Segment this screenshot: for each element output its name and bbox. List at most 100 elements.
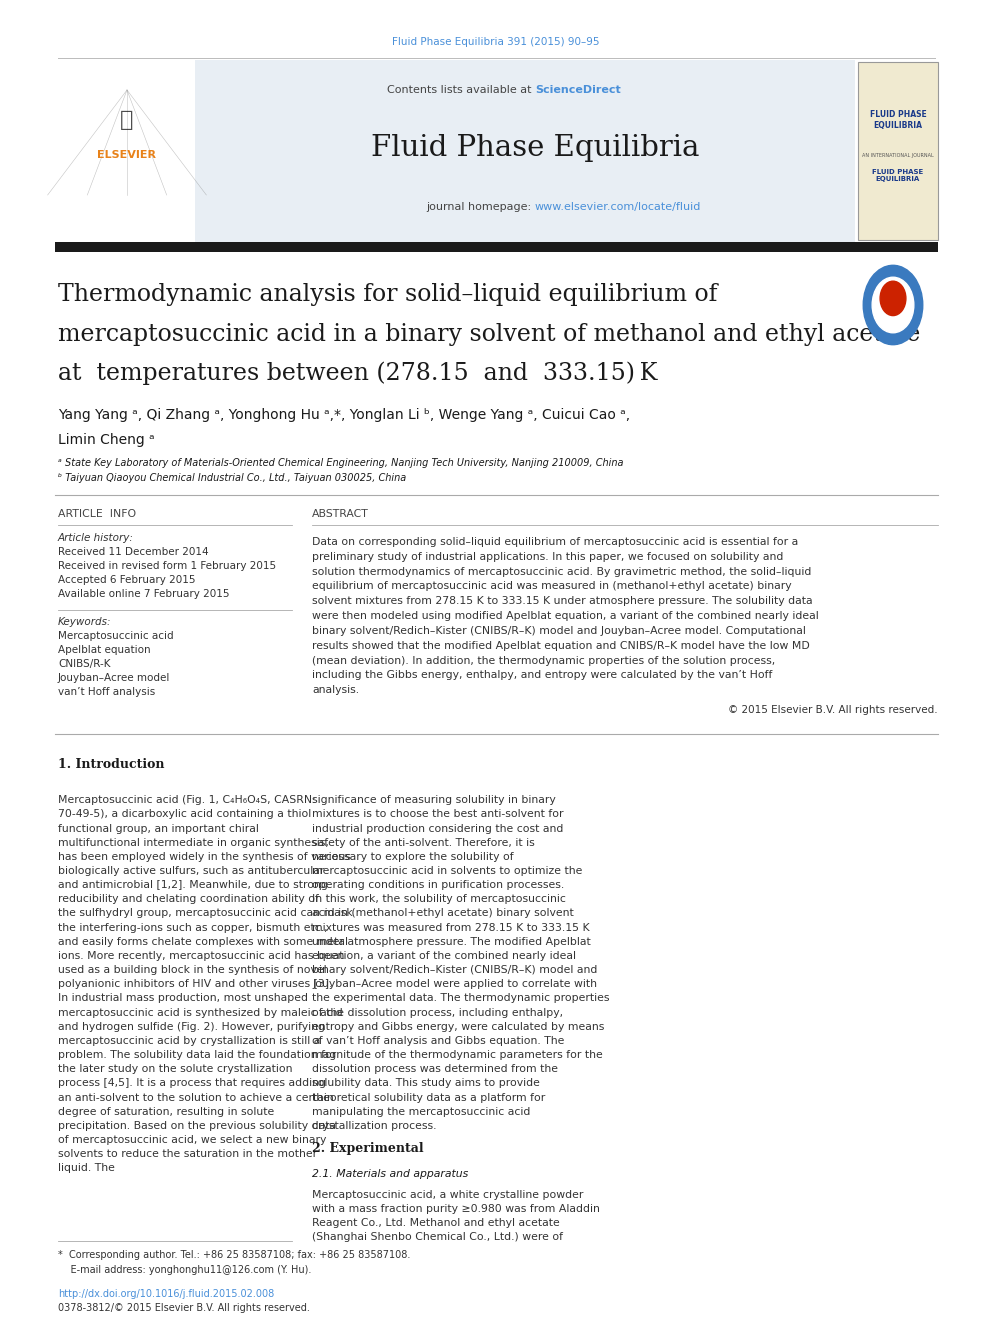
Text: of the dissolution process, including enthalpy,: of the dissolution process, including en… bbox=[312, 1008, 563, 1017]
Text: FLUID PHASE
EQUILIBRIA: FLUID PHASE EQUILIBRIA bbox=[870, 110, 927, 130]
Text: 2. Experimental: 2. Experimental bbox=[312, 1142, 424, 1155]
Text: Apelblat equation: Apelblat equation bbox=[58, 646, 151, 655]
Text: mercaptosuccinic acid is synthesized by maleic acid: mercaptosuccinic acid is synthesized by … bbox=[58, 1008, 343, 1017]
Text: journal homepage:: journal homepage: bbox=[427, 202, 535, 212]
Text: and antimicrobial [1,2]. Meanwhile, due to strong: and antimicrobial [1,2]. Meanwhile, due … bbox=[58, 880, 328, 890]
Text: ABSTRACT: ABSTRACT bbox=[312, 509, 369, 519]
Text: reducibility and chelating coordination ability of: reducibility and chelating coordination … bbox=[58, 894, 318, 905]
Text: of mercaptosuccinic acid, we select a new binary: of mercaptosuccinic acid, we select a ne… bbox=[58, 1135, 326, 1144]
Text: mixtures was measured from 278.15 K to 333.15 K: mixtures was measured from 278.15 K to 3… bbox=[312, 922, 589, 933]
Text: of van’t Hoff analysis and Gibbs equation. The: of van’t Hoff analysis and Gibbs equatio… bbox=[312, 1036, 564, 1046]
Text: ᵃ State Key Laboratory of Materials-Oriented Chemical Engineering, Nanjing Tech : ᵃ State Key Laboratory of Materials-Orie… bbox=[58, 458, 624, 468]
Text: Fluid Phase Equilibria 391 (2015) 90–95: Fluid Phase Equilibria 391 (2015) 90–95 bbox=[392, 37, 600, 48]
Text: 0378-3812/© 2015 Elsevier B.V. All rights reserved.: 0378-3812/© 2015 Elsevier B.V. All right… bbox=[58, 1303, 310, 1314]
Text: the experimental data. The thermodynamic properties: the experimental data. The thermodynamic… bbox=[312, 994, 609, 1003]
Text: at  temperatures between (278.15  and  333.15) K: at temperatures between (278.15 and 333.… bbox=[58, 361, 658, 385]
Text: industrial production considering the cost and: industrial production considering the co… bbox=[312, 823, 563, 833]
Text: mercaptosuccinic acid in solvents to optimize the: mercaptosuccinic acid in solvents to opt… bbox=[312, 867, 582, 876]
FancyBboxPatch shape bbox=[858, 62, 938, 239]
FancyBboxPatch shape bbox=[58, 60, 855, 242]
Text: Received in revised form 1 February 2015: Received in revised form 1 February 2015 bbox=[58, 561, 276, 572]
Text: used as a building block in the synthesis of novel: used as a building block in the synthesi… bbox=[58, 964, 326, 975]
Text: Contents lists available at: Contents lists available at bbox=[387, 85, 535, 95]
Text: In industrial mass production, most unshaped: In industrial mass production, most unsh… bbox=[58, 994, 308, 1003]
Text: Article history:: Article history: bbox=[58, 533, 134, 542]
Text: acid in (methanol+ethyl acetate) binary solvent: acid in (methanol+ethyl acetate) binary … bbox=[312, 909, 573, 918]
Text: degree of saturation, resulting in solute: degree of saturation, resulting in solut… bbox=[58, 1106, 274, 1117]
Text: *  Corresponding author. Tel.: +86 25 83587108; fax: +86 25 83587108.: * Corresponding author. Tel.: +86 25 835… bbox=[58, 1250, 411, 1261]
Text: Mercaptosuccinic acid: Mercaptosuccinic acid bbox=[58, 631, 174, 642]
Text: functional group, an important chiral: functional group, an important chiral bbox=[58, 823, 259, 833]
FancyBboxPatch shape bbox=[58, 60, 195, 242]
Text: CrossMark: CrossMark bbox=[873, 325, 913, 335]
Text: ARTICLE  INFO: ARTICLE INFO bbox=[58, 509, 136, 519]
Text: Jouyban–Acree model: Jouyban–Acree model bbox=[58, 673, 171, 683]
Text: theoretical solubility data as a platform for: theoretical solubility data as a platfor… bbox=[312, 1093, 546, 1102]
Text: ScienceDirect: ScienceDirect bbox=[535, 85, 621, 95]
Text: www.elsevier.com/locate/fluid: www.elsevier.com/locate/fluid bbox=[535, 202, 701, 212]
Text: the sulfhydryl group, mercaptosuccinic acid can mask: the sulfhydryl group, mercaptosuccinic a… bbox=[58, 909, 353, 918]
Text: In this work, the solubility of mercaptosuccinic: In this work, the solubility of mercapto… bbox=[312, 894, 565, 905]
Text: solution thermodynamics of mercaptosuccinic acid. By gravimetric method, the sol: solution thermodynamics of mercaptosucci… bbox=[312, 566, 811, 577]
Text: precipitation. Based on the previous solubility data: precipitation. Based on the previous sol… bbox=[58, 1121, 336, 1131]
Text: problem. The solubility data laid the foundation for: problem. The solubility data laid the fo… bbox=[58, 1050, 336, 1060]
Text: the interfering-ions such as copper, bismuth etc.,: the interfering-ions such as copper, bis… bbox=[58, 922, 327, 933]
Text: AN INTERNATIONAL JOURNAL: AN INTERNATIONAL JOURNAL bbox=[862, 152, 933, 157]
Text: under atmosphere pressure. The modified Apelblat: under atmosphere pressure. The modified … bbox=[312, 937, 591, 947]
Text: solubility data. This study aims to provide: solubility data. This study aims to prov… bbox=[312, 1078, 540, 1089]
Text: crystallization process.: crystallization process. bbox=[312, 1121, 436, 1131]
Text: mercaptosuccinic acid in a binary solvent of methanol and ethyl acetate: mercaptosuccinic acid in a binary solven… bbox=[58, 324, 921, 347]
Text: mercaptosuccinic acid by crystallization is still a: mercaptosuccinic acid by crystallization… bbox=[58, 1036, 320, 1046]
Text: http://dx.doi.org/10.1016/j.fluid.2015.02.008: http://dx.doi.org/10.1016/j.fluid.2015.0… bbox=[58, 1289, 274, 1299]
Text: Keywords:: Keywords: bbox=[58, 617, 111, 627]
Text: multifunctional intermediate in organic synthesis,: multifunctional intermediate in organic … bbox=[58, 837, 329, 848]
Text: FLUID PHASE
EQUILIBRIA: FLUID PHASE EQUILIBRIA bbox=[872, 168, 924, 181]
Text: 1. Introduction: 1. Introduction bbox=[58, 758, 165, 771]
Text: E-mail address: yonghonghu11@126.com (Y. Hu).: E-mail address: yonghonghu11@126.com (Y.… bbox=[58, 1265, 311, 1275]
Text: an anti-solvent to the solution to achieve a certain: an anti-solvent to the solution to achie… bbox=[58, 1093, 333, 1102]
Text: Thermodynamic analysis for solid–liquid equilibrium of: Thermodynamic analysis for solid–liquid … bbox=[58, 283, 717, 307]
Text: and hydrogen sulfide (Fig. 2). However, purifying: and hydrogen sulfide (Fig. 2). However, … bbox=[58, 1021, 325, 1032]
FancyBboxPatch shape bbox=[55, 242, 938, 251]
Text: operating conditions in purification processes.: operating conditions in purification pro… bbox=[312, 880, 564, 890]
Text: magnitude of the thermodynamic parameters for the: magnitude of the thermodynamic parameter… bbox=[312, 1050, 603, 1060]
Text: © 2015 Elsevier B.V. All rights reserved.: © 2015 Elsevier B.V. All rights reserved… bbox=[728, 705, 938, 716]
Text: equilibrium of mercaptosuccinic acid was measured in (methanol+ethyl acetate) bi: equilibrium of mercaptosuccinic acid was… bbox=[312, 581, 792, 591]
Text: 2.1. Materials and apparatus: 2.1. Materials and apparatus bbox=[312, 1168, 468, 1179]
Text: mixtures is to choose the best anti-solvent for: mixtures is to choose the best anti-solv… bbox=[312, 810, 563, 819]
Text: necessary to explore the solubility of: necessary to explore the solubility of bbox=[312, 852, 514, 861]
Text: Mercaptosuccinic acid (Fig. 1, C₄H₆O₄S, CASRN:: Mercaptosuccinic acid (Fig. 1, C₄H₆O₄S, … bbox=[58, 795, 315, 806]
Text: were then modeled using modified Apelblat equation, a variant of the combined ne: were then modeled using modified Apelbla… bbox=[312, 611, 818, 620]
Text: Mercaptosuccinic acid, a white crystalline powder: Mercaptosuccinic acid, a white crystalli… bbox=[312, 1189, 583, 1200]
Text: Reagent Co., Ltd. Methanol and ethyl acetate: Reagent Co., Ltd. Methanol and ethyl ace… bbox=[312, 1218, 559, 1228]
Text: analysis.: analysis. bbox=[312, 685, 359, 695]
Text: Jouyban–Acree model were applied to correlate with: Jouyban–Acree model were applied to corr… bbox=[312, 979, 597, 990]
Text: Data on corresponding solid–liquid equilibrium of mercaptosuccinic acid is essen: Data on corresponding solid–liquid equil… bbox=[312, 537, 799, 546]
Text: binary solvent/Redich–Kister (CNIBS/R–K) model and Jouyban–Acree model. Computat: binary solvent/Redich–Kister (CNIBS/R–K)… bbox=[312, 626, 806, 636]
Text: Yang Yang ᵃ, Qi Zhang ᵃ, Yonghong Hu ᵃ,*, Yonglan Li ᵇ, Wenge Yang ᵃ, Cuicui Cao: Yang Yang ᵃ, Qi Zhang ᵃ, Yonghong Hu ᵃ,*… bbox=[58, 407, 630, 422]
Text: preliminary study of industrial applications. In this paper, we focused on solub: preliminary study of industrial applicat… bbox=[312, 552, 784, 562]
Text: CNIBS/R-K: CNIBS/R-K bbox=[58, 659, 110, 669]
Text: Fluid Phase Equilibria: Fluid Phase Equilibria bbox=[371, 134, 699, 161]
Text: van’t Hoff analysis: van’t Hoff analysis bbox=[58, 687, 156, 697]
Text: safety of the anti-solvent. Therefore, it is: safety of the anti-solvent. Therefore, i… bbox=[312, 837, 535, 848]
Text: including the Gibbs energy, enthalpy, and entropy were calculated by the van’t H: including the Gibbs energy, enthalpy, an… bbox=[312, 671, 773, 680]
Text: manipulating the mercaptosuccinic acid: manipulating the mercaptosuccinic acid bbox=[312, 1106, 531, 1117]
Text: process [4,5]. It is a process that requires adding: process [4,5]. It is a process that requ… bbox=[58, 1078, 326, 1089]
Circle shape bbox=[863, 266, 923, 345]
Text: binary solvent/Redich–Kister (CNIBS/R–K) model and: binary solvent/Redich–Kister (CNIBS/R–K)… bbox=[312, 964, 597, 975]
Text: (Shanghai Shenbo Chemical Co., Ltd.) were of: (Shanghai Shenbo Chemical Co., Ltd.) wer… bbox=[312, 1232, 563, 1242]
Text: polyanionic inhibitors of HIV and other viruses [3].: polyanionic inhibitors of HIV and other … bbox=[58, 979, 332, 990]
Text: dissolution process was determined from the: dissolution process was determined from … bbox=[312, 1064, 558, 1074]
Text: biologically active sulfurs, such as antitubercular: biologically active sulfurs, such as ant… bbox=[58, 867, 324, 876]
Circle shape bbox=[880, 282, 906, 316]
Circle shape bbox=[872, 278, 914, 333]
Text: results showed that the modified Apelblat equation and CNIBS/R–K model have the : results showed that the modified Apelbla… bbox=[312, 640, 809, 651]
Text: Received 11 December 2014: Received 11 December 2014 bbox=[58, 546, 208, 557]
Text: equation, a variant of the combined nearly ideal: equation, a variant of the combined near… bbox=[312, 951, 576, 960]
Text: (mean deviation). In addition, the thermodynamic properties of the solution proc: (mean deviation). In addition, the therm… bbox=[312, 655, 776, 665]
Text: 🌿: 🌿 bbox=[120, 110, 134, 130]
Text: entropy and Gibbs energy, were calculated by means: entropy and Gibbs energy, were calculate… bbox=[312, 1021, 604, 1032]
Text: solvents to reduce the saturation in the mother: solvents to reduce the saturation in the… bbox=[58, 1150, 317, 1159]
Text: Available online 7 February 2015: Available online 7 February 2015 bbox=[58, 589, 229, 599]
